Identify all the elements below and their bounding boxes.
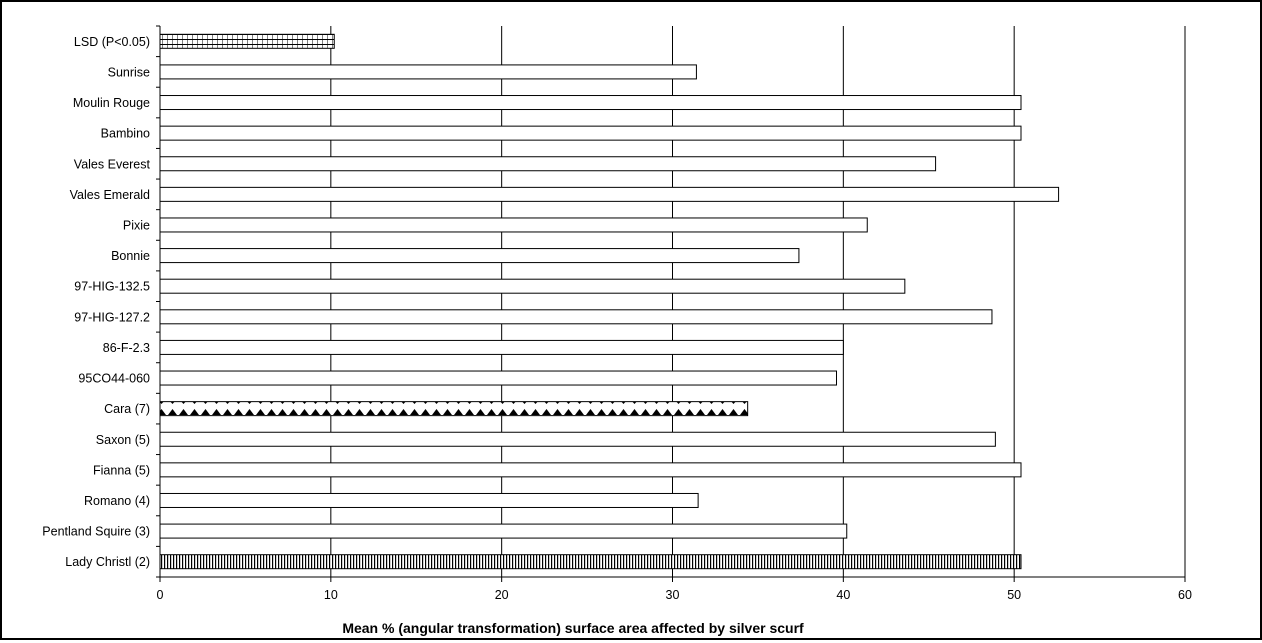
category-label-moulin-rouge: Moulin Rouge [73,96,150,110]
bar-sunrise [159,64,697,80]
category-label-95co44-060: 95CO44-060 [78,372,150,386]
category-label-97-hig-132-5: 97-HIG-132.5 [74,280,150,294]
category-label-86-f-2-3: 86-F-2.3 [103,341,150,355]
category-label-saxon-5: Saxon (5) [96,433,150,447]
category-label-lsd-p-0-05: LSD (P<0.05) [74,35,150,49]
category-label-fianna-5: Fianna (5) [93,463,150,477]
category-label-bonnie: Bonnie [111,249,150,263]
x-tick-label-40: 40 [836,588,850,602]
category-label-pentland-squire-3: Pentland Squire (3) [42,525,150,539]
category-label-romano-4: Romano (4) [84,494,150,508]
x-tick-label-30: 30 [666,588,680,602]
bar-saxon-5 [159,431,996,447]
bar-vales-everest [159,156,937,172]
category-label-sunrise: Sunrise [108,65,150,79]
category-label-bambino: Bambino [101,127,150,141]
bar-cara-7 [159,401,749,417]
bar-97-hig-127-2 [159,309,993,325]
bar-pentland-squire-3 [159,523,848,539]
bar-romano-4 [159,492,699,508]
x-tick-label-20: 20 [495,588,509,602]
bar-95co44-060 [159,370,837,386]
bar-86-f-2-3 [159,339,844,355]
category-label-pixie: Pixie [123,218,150,232]
bar-pixie [159,217,868,233]
bar-bambino [159,125,1022,141]
category-label-cara-7: Cara (7) [104,402,150,416]
bar-lady-christl-2 [159,554,1022,570]
x-tick-label-60: 60 [1178,588,1192,602]
bar-moulin-rouge [159,95,1022,111]
x-tick-label-50: 50 [1007,588,1021,602]
category-label-97-hig-127-2: 97-HIG-127.2 [74,310,150,324]
x-axis-title: Mean % (angular transformation) surface … [342,620,804,636]
bar-bonnie [159,248,800,264]
category-label-lady-christl-2: Lady Christl (2) [65,555,150,569]
bar-fianna-5 [159,462,1022,478]
x-tick-label-0: 0 [157,588,164,602]
x-tick-label-10: 10 [324,588,338,602]
bar-97-hig-132-5 [159,278,906,294]
category-label-vales-emerald: Vales Emerald [70,188,150,202]
bar-vales-emerald [159,186,1060,202]
category-label-vales-everest: Vales Everest [74,157,151,171]
bar-lsd-p-0-05 [159,33,335,49]
